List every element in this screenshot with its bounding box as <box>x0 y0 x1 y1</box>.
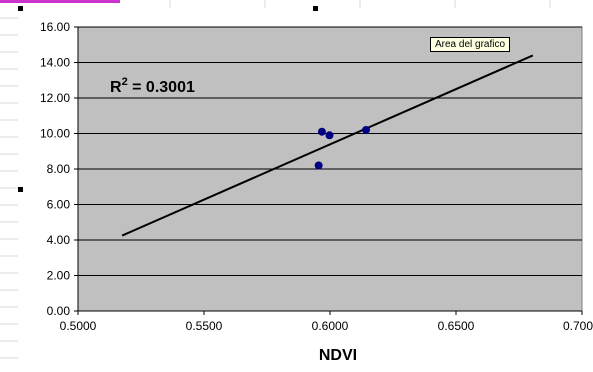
r-squared-annotation: R2 = 0.3001 <box>110 76 195 96</box>
y-tick-label-6: 12.00 <box>40 91 70 105</box>
selection-tab <box>0 0 120 3</box>
selection-handle-top-left[interactable] <box>18 6 23 11</box>
y-axis-tick-labels: 0.00 2.00 4.00 6.00 8.00 10.00 12.00 14.00 16.00 <box>40 20 78 318</box>
selection-handle-left-middle[interactable] <box>18 187 23 192</box>
selection-handle-top-middle[interactable] <box>313 6 318 11</box>
y-tick-label-2: 4.00 <box>47 233 71 247</box>
x-tick-label-2: 0.6000 <box>312 319 349 333</box>
scatter-series <box>121 54 534 237</box>
y-tick-label-8: 16.00 <box>40 20 70 34</box>
r-squared-value: = 0.3001 <box>128 79 195 96</box>
chart-area-tooltip: Area del grafico <box>430 37 511 52</box>
x-axis-title: NDVI <box>319 347 357 364</box>
plot-area <box>74 26 583 315</box>
y-tick-label-3: 6.00 <box>47 198 71 212</box>
y-tick-label-5: 10.00 <box>40 127 70 141</box>
data-point-2 <box>362 125 371 134</box>
data-point-0 <box>317 127 326 136</box>
x-tick-label-4: 0.700 <box>563 319 593 333</box>
x-tick-label-1: 0.5500 <box>186 319 223 333</box>
x-tick-label-3: 0.6500 <box>438 319 475 333</box>
y-tick-label-7: 14.00 <box>40 56 70 70</box>
trendline <box>121 54 534 237</box>
x-axis-tick-labels: 0.5000 0.5500 0.6000 0.6500 0.700 <box>60 311 593 333</box>
r-squared-superscript: 2 <box>122 76 128 88</box>
x-tick-label-0: 0.5000 <box>60 319 97 333</box>
r-squared-prefix: R <box>110 79 122 96</box>
data-point-1 <box>325 131 334 140</box>
data-point-3 <box>314 161 323 170</box>
y-tick-label-0: 0.00 <box>47 304 71 318</box>
y-tick-label-1: 2.00 <box>47 269 71 283</box>
y-tick-label-4: 8.00 <box>47 162 71 176</box>
